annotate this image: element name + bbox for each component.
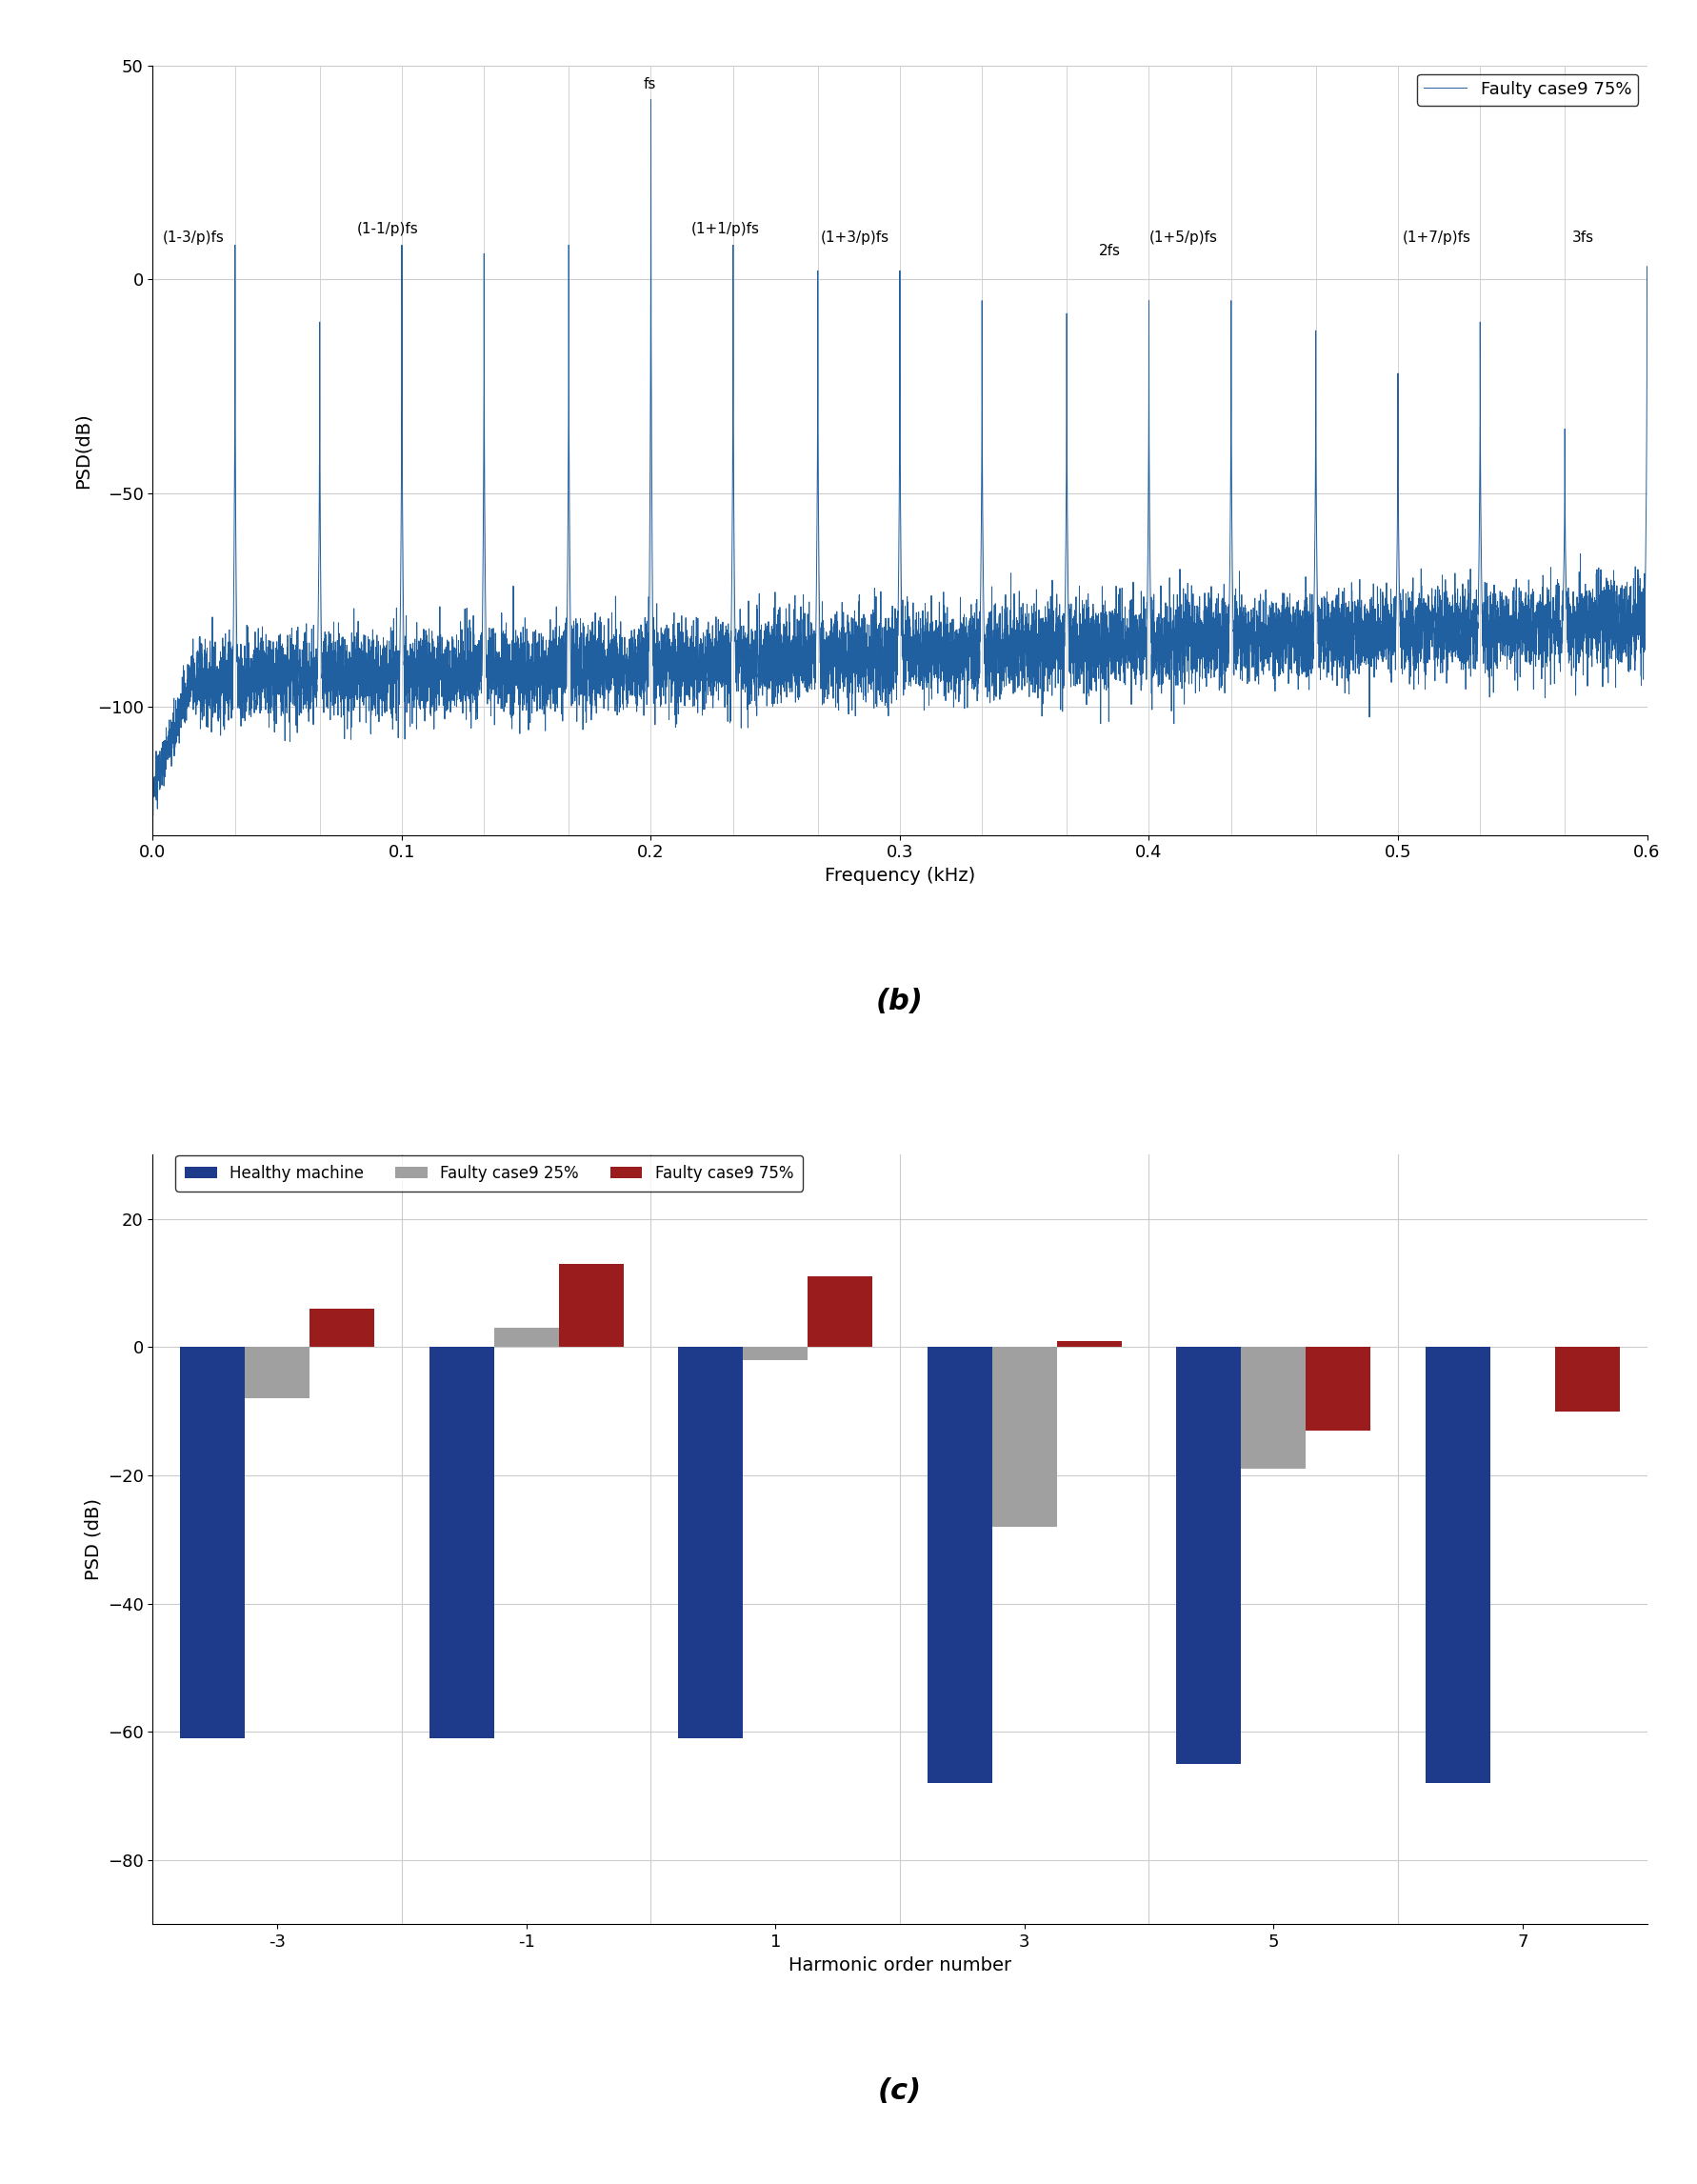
Faulty case9 75%: [908, 644, 928, 670]
Bar: [494, 1328, 558, 1348]
Bar: [244, 1348, 309, 1398]
Faulty case9 75%: [365, 664, 385, 690]
Text: (1+5/p)fs: (1+5/p)fs: [1149, 232, 1217, 245]
Faulty case9 75%: [143, 804, 163, 830]
Y-axis label: PSD(dB): PSD(dB): [73, 413, 92, 489]
Bar: [558, 1265, 623, 1348]
Text: fs: fs: [643, 76, 655, 92]
Bar: [743, 1348, 808, 1361]
Faulty case9 75%: [928, 590, 949, 616]
Faulty case9 75%: [1636, 253, 1656, 280]
Y-axis label: PSD (dB): PSD (dB): [85, 1498, 102, 1581]
Bar: [180, 1348, 244, 1738]
Line: Faulty case9 75%: Faulty case9 75%: [153, 100, 1646, 817]
Bar: [677, 1348, 743, 1738]
Text: (1-3/p)fs: (1-3/p)fs: [163, 232, 224, 245]
Faulty case9 75%: [640, 87, 660, 114]
Bar: [1424, 1348, 1490, 1784]
Text: (1-1/p)fs: (1-1/p)fs: [356, 223, 419, 236]
Text: (1+3/p)fs: (1+3/p)fs: [820, 232, 889, 245]
Faulty case9 75%: [221, 673, 241, 699]
Text: (1+7/p)fs: (1+7/p)fs: [1402, 232, 1471, 245]
Bar: [1176, 1348, 1241, 1765]
Bar: [927, 1348, 991, 1784]
Bar: [1554, 1348, 1619, 1411]
Text: (b): (b): [876, 987, 923, 1016]
Faulty case9 75%: [1050, 649, 1071, 675]
Bar: [991, 1348, 1056, 1527]
Bar: [1305, 1348, 1369, 1431]
X-axis label: Harmonic order number: Harmonic order number: [787, 1957, 1011, 1974]
Bar: [1241, 1348, 1305, 1470]
Bar: [808, 1278, 872, 1348]
Legend: Healthy machine, Faulty case9 25%, Faulty case9 75%: Healthy machine, Faulty case9 25%, Fault…: [175, 1155, 803, 1190]
Text: 3fs: 3fs: [1571, 232, 1593, 245]
Faulty case9 75%: [143, 764, 163, 791]
Text: (1+1/p)fs: (1+1/p)fs: [691, 223, 759, 236]
Text: (c): (c): [877, 2077, 921, 2105]
Legend: Faulty case9 75%: Faulty case9 75%: [1417, 74, 1638, 105]
Bar: [429, 1348, 494, 1738]
X-axis label: Frequency (kHz): Frequency (kHz): [825, 867, 974, 885]
Bar: [309, 1308, 375, 1348]
Text: 2fs: 2fs: [1098, 245, 1120, 258]
Bar: [1056, 1341, 1122, 1348]
Faulty case9 75%: [529, 649, 550, 675]
